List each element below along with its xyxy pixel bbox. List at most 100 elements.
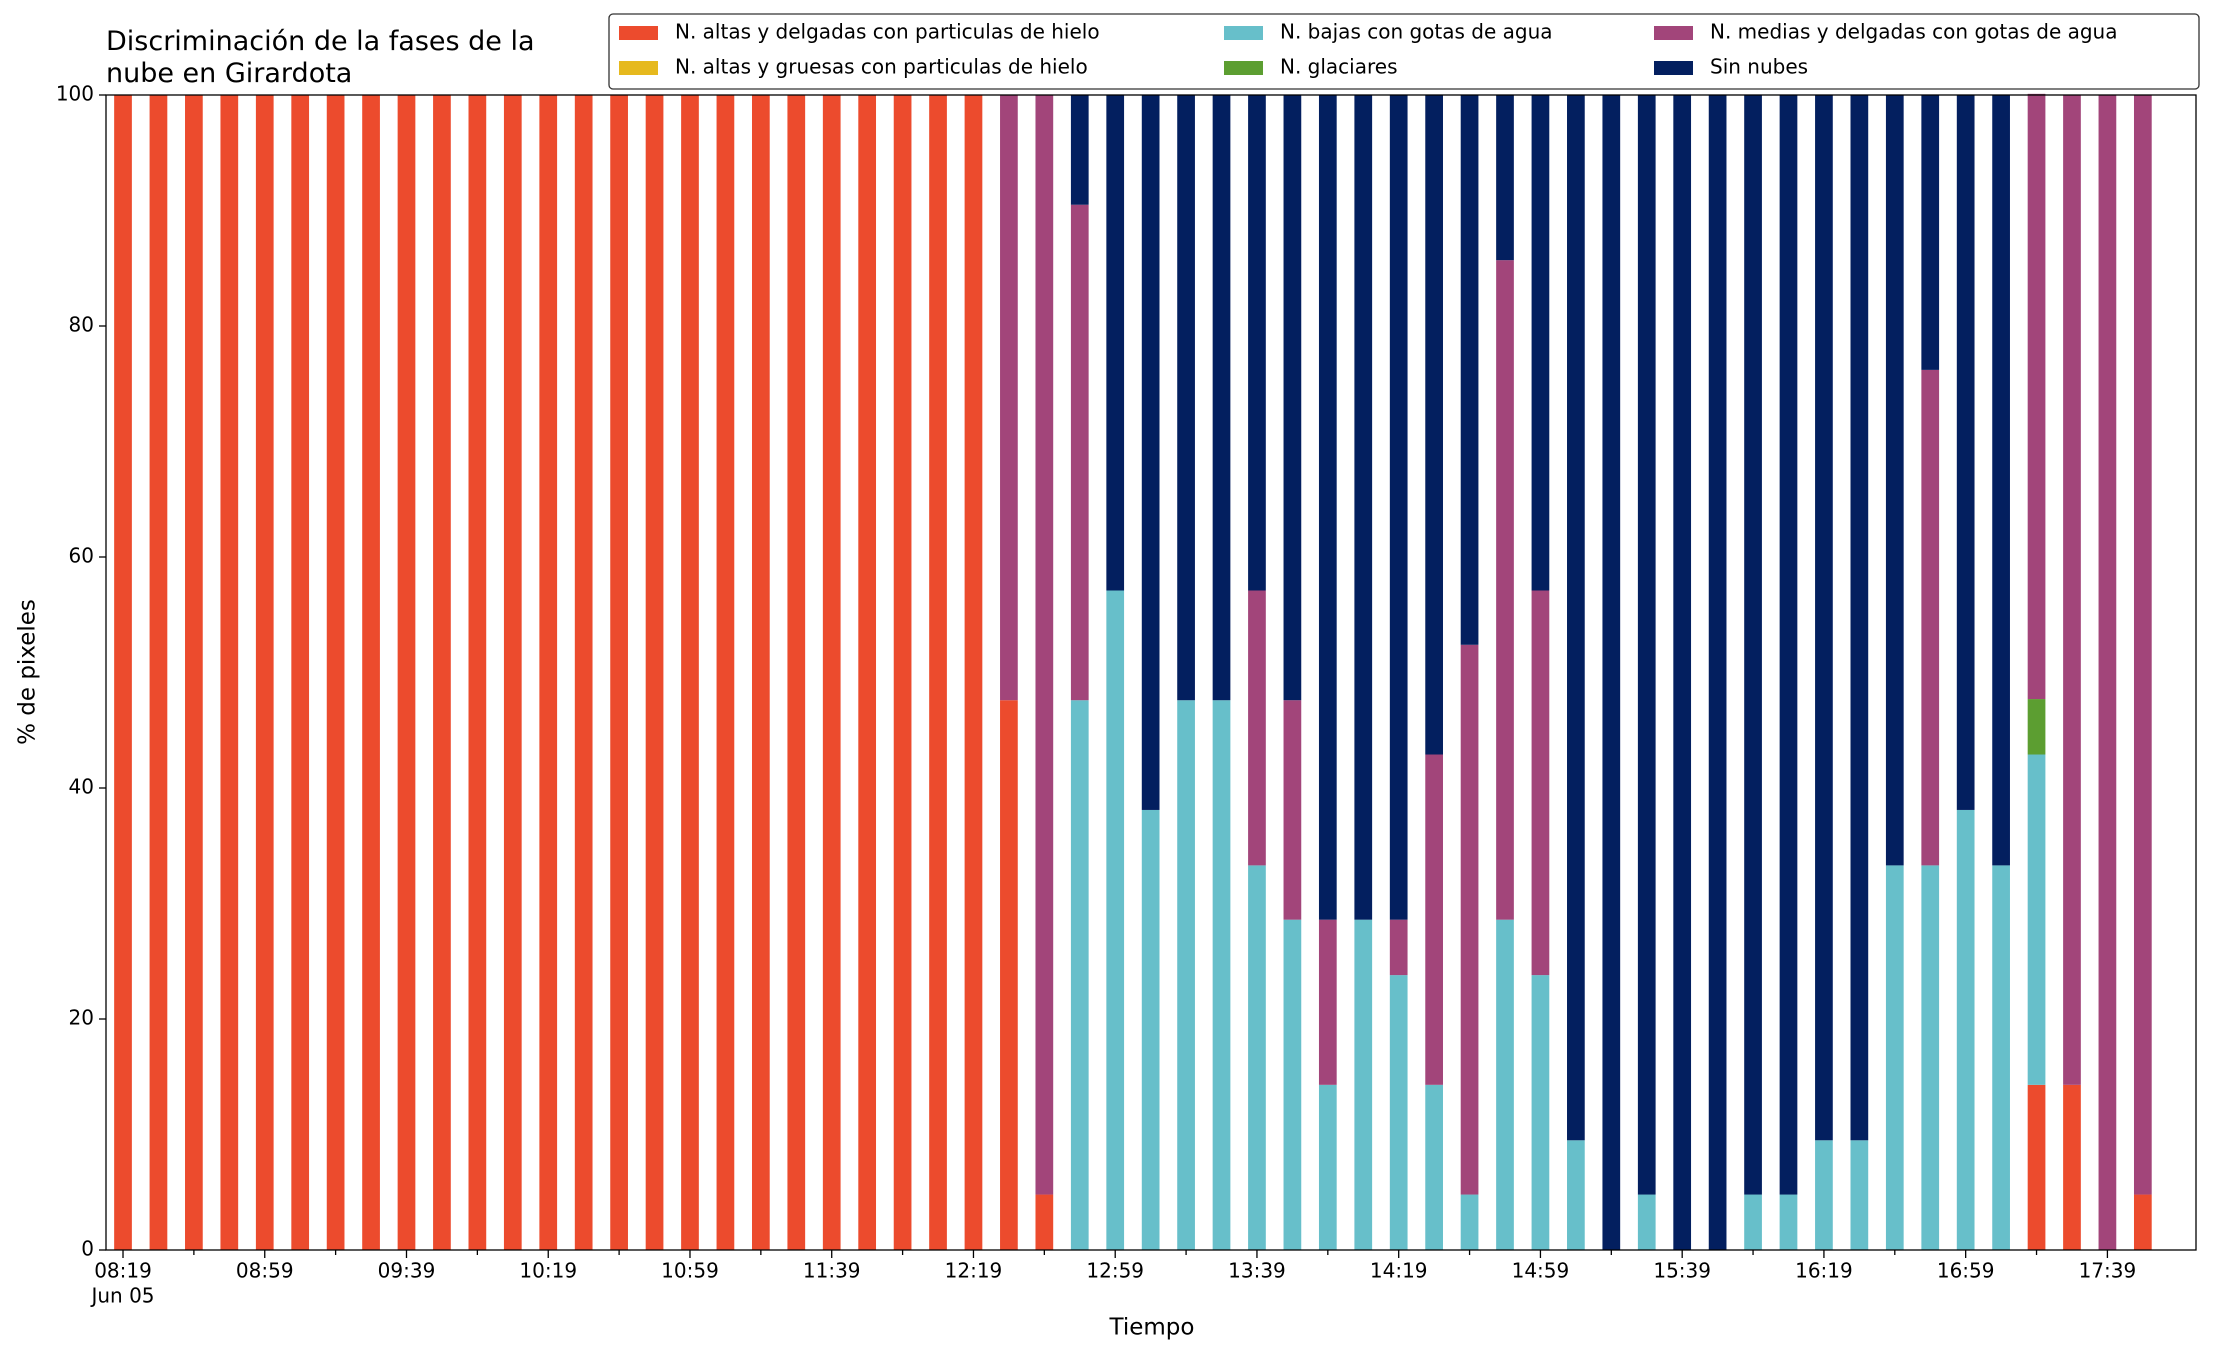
x-tick-label: 08:59 [236,1259,294,1283]
bar-segment [1000,95,1018,701]
legend-box [608,13,2200,90]
bar-segment [1602,95,1621,1250]
y-axis-label: % de pixeles [15,599,41,745]
bar-segment [1389,95,1408,920]
bar-segment [1389,975,1408,1250]
bar-segment [149,95,168,1250]
bar-segment [1141,809,1160,1250]
y-tick-label: 100 [56,82,94,106]
x-tick-label: 15:39 [1653,1259,1711,1283]
x-tick-label: 13:39 [1228,1259,1286,1283]
bar-segment [1106,590,1125,1250]
legend-label: N. altas y delgadas con particulas de hi… [675,20,1100,44]
bar-segment [114,95,132,1250]
bar-segment [1425,754,1443,1085]
bar-segment [1496,95,1514,261]
bar-segment [1248,865,1266,1250]
bar-segment [1956,95,1975,810]
y-tick-label: 80 [69,313,94,337]
legend-swatch [619,26,658,40]
bar-segment [1000,700,1018,1250]
legend-swatch [619,61,658,75]
bar-segment [645,95,664,1250]
bar-segment [291,95,310,1250]
bar-segment [1212,95,1231,701]
bar-segment [1070,204,1089,701]
bar-segment [1318,1084,1337,1250]
bar-segment [2027,699,2046,755]
bar-segment [787,95,806,1250]
bar-segment [1318,919,1337,1085]
bar-segment [2027,1084,2046,1250]
x-tick-label: 14:59 [1512,1259,1570,1283]
bar-segment [220,95,239,1250]
x-tick-label: 12:19 [945,1259,1003,1283]
bar-segment [1531,590,1550,976]
bar-segment [1850,95,1869,1141]
bar-segment [1921,369,1940,866]
bar-segment [1708,95,1727,1250]
bar-segment [858,95,877,1250]
bar-segment [610,95,628,1250]
bar-segment [1460,95,1479,645]
bar-segment [1496,260,1514,920]
plot-frame [105,94,2197,1251]
bar-segment [1637,1194,1656,1250]
bar-segment [539,95,558,1250]
chart-title: Discriminación de la fases de la [106,26,535,57]
bar-segment [1460,1194,1479,1250]
bar-segment [1460,644,1479,1195]
bar-segment [2133,1194,2152,1250]
bar-segment [1496,919,1514,1250]
bar-segment [1885,865,1904,1250]
bar-segment [964,95,983,1250]
x-tick-label: 16:59 [1937,1259,1995,1283]
x-tick-label: 09:39 [378,1259,436,1283]
bar-segment [2133,95,2152,1195]
bar-segment [751,95,770,1250]
bar-segment [362,95,380,1250]
bar-segment [574,95,593,1250]
x-tick-label: 16:19 [1795,1259,1853,1283]
bar-segment [1815,95,1833,1141]
legend-label: N. glaciares [1280,55,1398,79]
bar-segment [1921,865,1940,1250]
bar-segment [929,95,947,1250]
bar-segment [1531,975,1550,1250]
bar-segment [681,95,699,1250]
y-tick-label: 60 [69,544,94,568]
bar-segment [1779,95,1798,1195]
y-tick-label: 0 [81,1237,94,1261]
bar-segment [1425,95,1443,755]
bar-segment [2027,93,2046,700]
bar-segment [1248,95,1266,591]
bar-segment [1956,809,1975,1250]
bar-segment [716,95,735,1250]
bar-segment [2063,1084,2081,1250]
bar-segment [1744,1194,1762,1250]
bar-segment [1318,95,1337,920]
legend-swatch [1224,26,1263,40]
bar-segment [1992,95,2010,866]
legend-swatch [1654,26,1693,40]
bar-segment [1212,700,1231,1250]
bar-segment [1567,95,1585,1141]
bar-segment [433,95,451,1250]
x-tick-label: 11:39 [803,1259,861,1283]
bar-segment [1531,95,1550,591]
x-tick-label: 12:59 [1086,1259,1144,1283]
x-tick-label: 10:19 [519,1259,577,1283]
bar-segment [1070,95,1089,205]
bar-segment [1850,1140,1869,1250]
bar-segment [1779,1194,1798,1250]
bar-segment [1567,1140,1585,1250]
bar-segment [1744,95,1762,1195]
bar-segment [397,95,416,1250]
x-tick-label: 10:59 [661,1259,719,1283]
x-sublabel: Jun 05 [89,1284,154,1308]
bar-segment [1885,95,1904,866]
bar-segment [1106,95,1125,591]
legend-label: N. altas y gruesas con particulas de hie… [675,55,1088,79]
x-axis-label: Tiempo [1109,1315,1195,1341]
